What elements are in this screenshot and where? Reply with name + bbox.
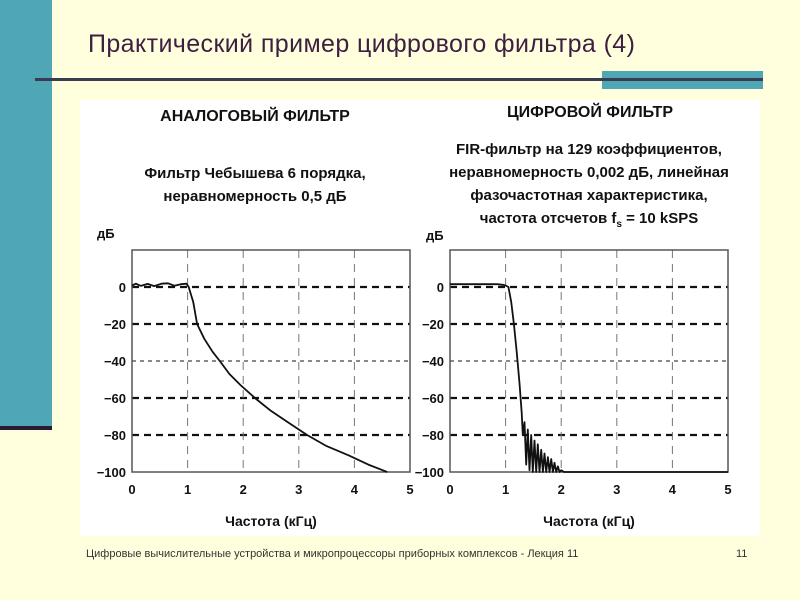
svg-text:5: 5 (406, 482, 413, 497)
svg-text:0: 0 (446, 482, 453, 497)
svg-text:3: 3 (295, 482, 302, 497)
sidebar-accent-bar (0, 0, 52, 426)
svg-text:0: 0 (119, 280, 126, 295)
content-panel: АНАЛОГОВЫЙ ФИЛЬТР Фильтр Чебышева 6 поря… (80, 100, 760, 536)
digital-subtitle-line-4: частота отсчетов fs = 10 kSPS (479, 210, 699, 230)
svg-text:Частота (кГц): Частота (кГц) (543, 513, 635, 529)
svg-text:−40: −40 (104, 354, 126, 369)
svg-text:−60: −60 (422, 391, 444, 406)
digital-subtitle-line-2: неравномерность 0,002 дБ, линейная (449, 164, 729, 181)
analog-chart-title: АНАЛОГОВЫЙ ФИЛЬТР (160, 108, 350, 125)
svg-text:2: 2 (240, 482, 247, 497)
svg-text:−20: −20 (104, 317, 126, 332)
svg-text:−80: −80 (104, 428, 126, 443)
svg-text:0: 0 (437, 280, 444, 295)
digital-y-axis-unit-label: дБ (426, 228, 444, 243)
analog-subtitle-line-2: неравномерность 0,5 дБ (163, 188, 347, 205)
svg-text:3: 3 (613, 482, 620, 497)
svg-text:−100: −100 (97, 465, 126, 480)
svg-text:1: 1 (184, 482, 191, 497)
digital-subtitle-line-1: FIR-фильтр на 129 коэффициентов, (456, 141, 722, 158)
svg-text:4: 4 (669, 482, 677, 497)
title-rule (35, 78, 763, 81)
footer-text: Цифровые вычислительные устройства и мик… (86, 548, 579, 560)
svg-text:−80: −80 (422, 428, 444, 443)
svg-text:−20: −20 (422, 317, 444, 332)
svg-text:−40: −40 (422, 354, 444, 369)
analog-chart-subtitle: Фильтр Чебышева 6 порядка, неравномернос… (90, 162, 420, 208)
svg-text:1: 1 (502, 482, 509, 497)
svg-text:2: 2 (558, 482, 565, 497)
svg-text:5: 5 (724, 482, 731, 497)
analog-y-axis-unit-label: дБ (97, 226, 115, 241)
digital-chart-subtitle: FIR-фильтр на 129 коэффициентов, неравно… (414, 138, 764, 236)
analog-subtitle-line-1: Фильтр Чебышева 6 порядка, (144, 165, 366, 182)
page-number: 11 (736, 548, 748, 560)
accent-bar-underline (0, 426, 52, 430)
page-title: Практический пример цифрового фильтра (4… (88, 30, 636, 58)
svg-text:−60: −60 (104, 391, 126, 406)
svg-text:−100: −100 (415, 465, 444, 480)
svg-text:0: 0 (128, 482, 135, 497)
svg-text:4: 4 (351, 482, 359, 497)
digital-chart-title: ЦИФРОВОЙ ФИЛЬТР (506, 104, 673, 121)
digital-subtitle-line-3: фазочастотная характеристика, (470, 187, 708, 204)
svg-text:Частота (кГц): Частота (кГц) (225, 513, 317, 529)
